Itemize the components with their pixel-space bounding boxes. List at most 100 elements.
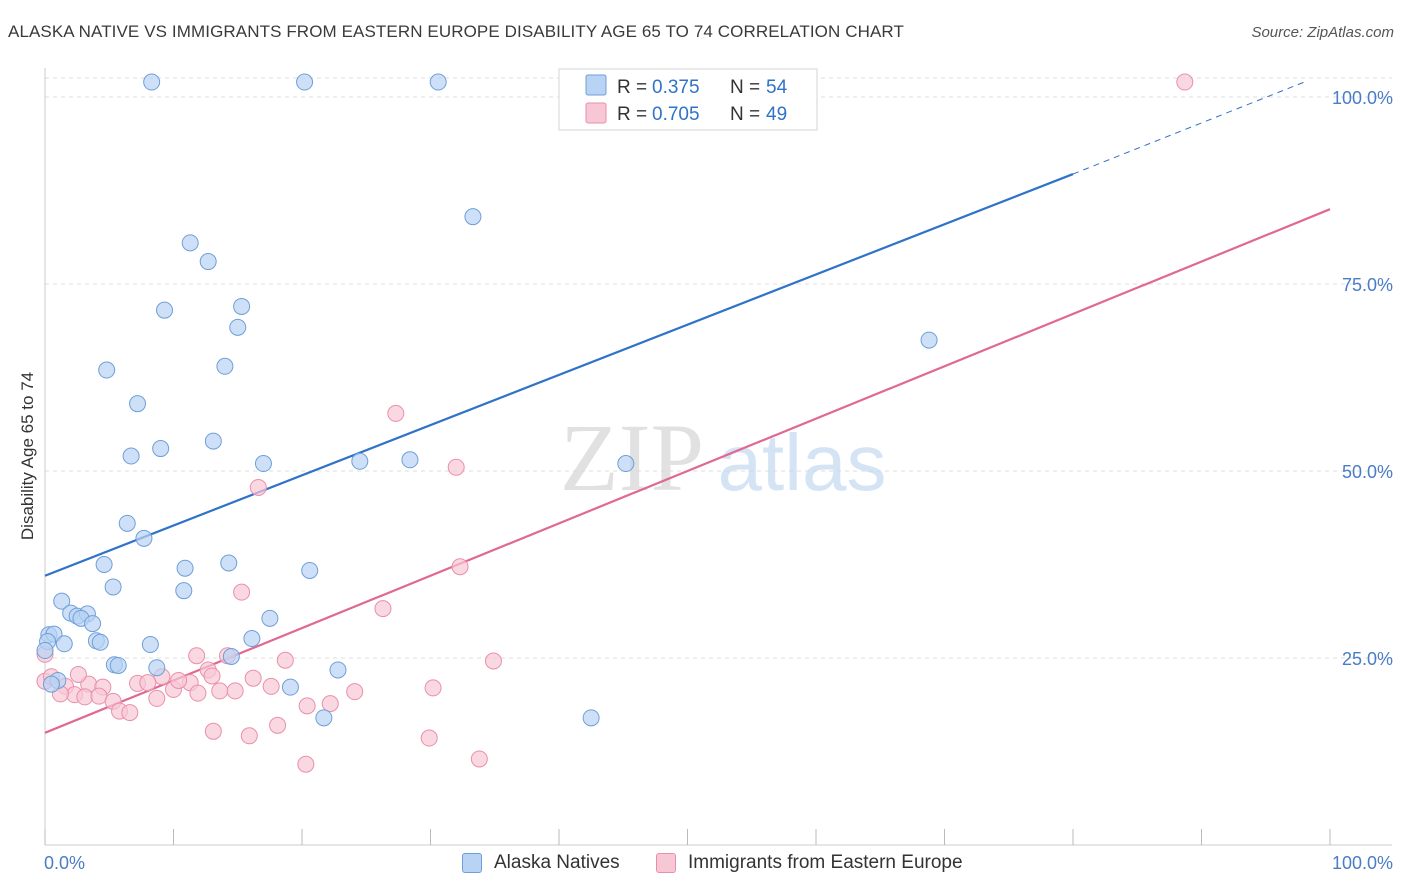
legend-r-value-1: 0.375 xyxy=(652,77,700,98)
point-eastern-europe xyxy=(346,683,364,701)
point-eastern-europe xyxy=(204,722,222,740)
point-eastern-europe xyxy=(76,688,94,706)
trend-line-alaska-natives-extension xyxy=(1072,81,1305,175)
point-alaska-natives xyxy=(42,675,60,693)
point-eastern-europe xyxy=(139,674,157,692)
point-alaska-natives xyxy=(156,301,174,319)
point-alaska-natives xyxy=(181,234,199,252)
x-tick-label: 0.0% xyxy=(44,853,85,873)
point-eastern-europe xyxy=(447,458,465,476)
point-alaska-natives xyxy=(222,648,240,666)
point-alaska-natives xyxy=(135,529,153,547)
point-alaska-natives xyxy=(429,73,447,91)
legend-r-value-2: 0.705 xyxy=(652,104,700,125)
y-tick-labels: 25.0% 50.0% 75.0% 100.0% xyxy=(1332,88,1393,669)
point-alaska-natives xyxy=(141,636,159,654)
point-eastern-europe xyxy=(211,682,229,700)
point-eastern-europe xyxy=(244,669,262,687)
legend-r-label-1: R = xyxy=(617,77,647,98)
point-eastern-europe xyxy=(121,704,139,722)
point-eastern-europe xyxy=(276,651,294,669)
point-eastern-europe xyxy=(203,667,221,685)
point-alaska-natives xyxy=(53,592,71,610)
trend-line-alaska-natives xyxy=(44,173,1074,577)
trend-layer xyxy=(44,81,1331,734)
point-eastern-europe xyxy=(233,583,251,601)
point-eastern-europe xyxy=(90,687,108,705)
legend-top: R = 0.375 N = 54 R = 0.705 N = 49 xyxy=(558,68,818,131)
point-eastern-europe xyxy=(269,716,287,734)
legend-swatch-pink xyxy=(585,102,607,124)
point-eastern-europe xyxy=(262,677,280,695)
point-eastern-europe xyxy=(470,750,488,768)
point-alaska-natives xyxy=(91,633,109,651)
point-alaska-natives xyxy=(143,73,161,91)
point-alaska-natives xyxy=(55,635,73,653)
legend-item-alaska-natives: Alaska Natives xyxy=(462,852,620,874)
x-tick-label: 100.0% xyxy=(1332,853,1393,873)
point-alaska-natives xyxy=(216,357,234,375)
chart-title: ALASKA NATIVE VS IMMIGRANTS FROM EASTERN… xyxy=(8,22,904,41)
y-tick-label: 25.0% xyxy=(1342,649,1393,669)
point-alaska-natives xyxy=(582,709,600,727)
point-alaska-natives xyxy=(229,318,247,336)
point-alaska-natives xyxy=(152,440,170,458)
point-alaska-natives xyxy=(129,395,147,413)
point-eastern-europe xyxy=(148,689,166,707)
point-alaska-natives xyxy=(175,582,193,600)
point-eastern-europe xyxy=(249,478,267,496)
point-alaska-natives xyxy=(118,514,136,532)
point-alaska-natives xyxy=(98,361,116,379)
point-eastern-europe xyxy=(297,755,315,773)
y-tick-label: 50.0% xyxy=(1342,462,1393,482)
point-eastern-europe xyxy=(374,600,392,618)
legend-label-alaska-natives: Alaska Natives xyxy=(494,852,620,873)
point-eastern-europe xyxy=(321,695,339,713)
point-alaska-natives xyxy=(920,331,938,349)
source-label: Source: ZipAtlas.com xyxy=(1251,24,1394,41)
point-eastern-europe xyxy=(240,727,258,745)
axis-layer xyxy=(44,68,1392,846)
point-alaska-natives xyxy=(220,554,238,572)
legend-n-value-1: 54 xyxy=(766,77,788,98)
legend-swatch-blue xyxy=(585,74,607,96)
point-alaska-natives xyxy=(329,661,347,679)
point-alaska-natives xyxy=(617,455,635,473)
point-alaska-natives xyxy=(401,451,419,469)
point-eastern-europe xyxy=(188,647,206,665)
point-eastern-europe xyxy=(170,671,188,689)
point-alaska-natives xyxy=(199,253,217,271)
point-alaska-natives xyxy=(36,642,54,660)
legend-r-label-2: R = xyxy=(617,104,647,125)
legend-bottom: Alaska Natives Immigrants from Eastern E… xyxy=(0,852,1406,880)
y-tick-label: 75.0% xyxy=(1342,275,1393,295)
watermark-atlas: atlas xyxy=(718,418,887,507)
point-eastern-europe xyxy=(420,729,438,747)
point-alaska-natives xyxy=(254,455,272,473)
point-alaska-natives xyxy=(95,556,113,573)
point-alaska-natives xyxy=(84,615,102,633)
point-eastern-europe xyxy=(189,684,207,702)
point-eastern-europe xyxy=(69,665,87,683)
watermark-zip: ZIP xyxy=(560,404,704,511)
point-alaska-natives xyxy=(296,73,314,91)
legend-item-eastern-europe: Immigrants from Eastern Europe xyxy=(656,852,963,874)
point-alaska-natives xyxy=(243,630,261,648)
legend-swatch-alaska-natives xyxy=(462,853,482,873)
trend-line-eastern-europe xyxy=(44,208,1331,734)
point-alaska-natives xyxy=(464,208,482,226)
point-eastern-europe xyxy=(387,404,405,422)
point-eastern-europe xyxy=(484,652,502,670)
point-alaska-natives xyxy=(122,447,140,465)
point-alaska-natives xyxy=(301,561,319,579)
legend-n-label-2: N = xyxy=(730,104,760,125)
point-alaska-natives xyxy=(148,659,166,677)
point-alaska-natives xyxy=(261,609,279,627)
legend-n-label-1: N = xyxy=(730,77,760,98)
legend-swatch-eastern-europe xyxy=(656,853,676,873)
point-alaska-natives xyxy=(104,578,122,596)
point-alaska-natives xyxy=(315,709,333,727)
legend-label-eastern-europe: Immigrants from Eastern Europe xyxy=(688,852,963,873)
points-layer xyxy=(36,73,1194,773)
